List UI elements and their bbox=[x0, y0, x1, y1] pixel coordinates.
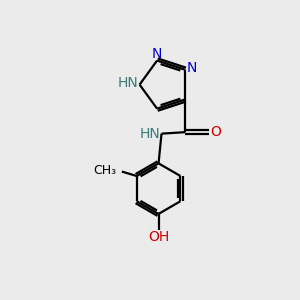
Text: N: N bbox=[187, 61, 197, 75]
Text: CH₃: CH₃ bbox=[93, 164, 116, 177]
Text: O: O bbox=[211, 125, 221, 139]
Text: HN: HN bbox=[139, 127, 160, 141]
Text: N: N bbox=[152, 47, 162, 61]
Text: OH: OH bbox=[148, 230, 170, 244]
Text: HN: HN bbox=[117, 76, 138, 90]
